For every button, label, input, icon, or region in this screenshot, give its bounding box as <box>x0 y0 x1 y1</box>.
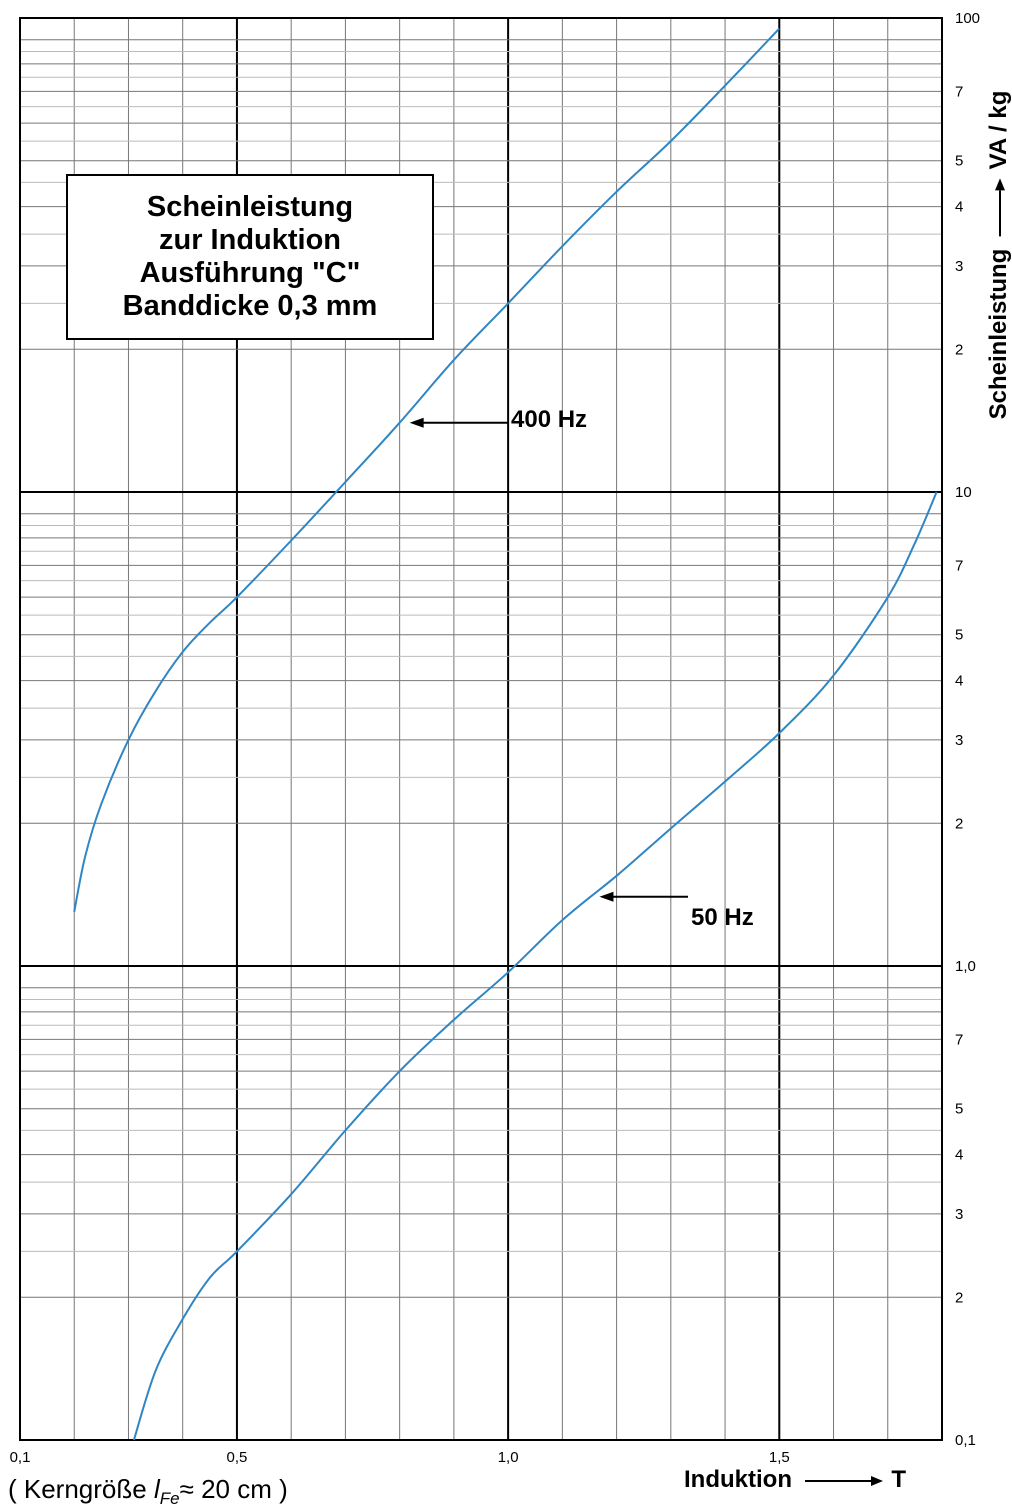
y-tick-label: 2 <box>955 1289 963 1306</box>
y-tick-label: 3 <box>955 258 963 275</box>
x-axis-arrow-icon <box>804 1475 883 1486</box>
y-tick-label: 7 <box>955 83 963 100</box>
x-tick-label: 0,5 <box>227 1449 248 1466</box>
y-tick-label: 2 <box>955 341 963 358</box>
y-axis-label: Scheinleistung VA / kg <box>985 91 1012 420</box>
arrow-400hz-icon <box>409 417 508 428</box>
y-tick-label: 7 <box>955 557 963 574</box>
arrow-50hz-icon <box>599 891 688 902</box>
y-axis-unit: VA / kg <box>985 90 1012 170</box>
note-variable: l <box>153 1474 160 1504</box>
note-subscript: Fe <box>159 1489 180 1509</box>
y-tick-label: 4 <box>955 199 963 216</box>
y-tick-label: 1,0 <box>955 958 976 975</box>
y-axis-title: Scheinleistung <box>985 248 1012 420</box>
series-label-400hz: 400 Hz <box>511 406 588 433</box>
y-tick-label: 5 <box>955 153 963 170</box>
y-tick-label: 2 <box>955 815 963 832</box>
plot-frame <box>19 17 943 1441</box>
y-tick-label: 5 <box>955 1101 963 1118</box>
y-tick-label: 4 <box>955 1147 963 1164</box>
chart-title-line: Ausführung "C" <box>139 257 361 289</box>
chart-title-line: Scheinleistung <box>146 191 354 223</box>
note-prefix: ( Kerngröße <box>8 1474 154 1504</box>
y-tick-label: 0,1 <box>955 1432 976 1449</box>
y-tick-label: 10 <box>955 484 972 501</box>
curves <box>73 27 938 1441</box>
y-tick-label: 3 <box>955 1206 963 1223</box>
x-axis-title: Induktion <box>684 1466 792 1493</box>
y-tick-label: 7 <box>955 1031 963 1048</box>
series-line-1 <box>132 491 938 1441</box>
core-size-note: ( Kerngröße lFe≈ 20 cm ) <box>8 1474 288 1509</box>
note-suffix: ≈ 20 cm ) <box>179 1474 288 1504</box>
series-line-0 <box>73 27 781 913</box>
x-tick-label: 0,1 <box>10 1449 31 1466</box>
x-tick-label: 1,0 <box>498 1449 519 1466</box>
chart-title-box: Scheinleistung zur Induktion Ausführung … <box>66 174 434 340</box>
y-tick-label: 5 <box>955 627 963 644</box>
x-axis-unit: T <box>891 1466 906 1493</box>
chart-title-line: zur Induktion <box>158 224 342 256</box>
x-tick-labels: 0,1 0,5 1,0 1,5 <box>10 1449 790 1466</box>
y-tick-label: 3 <box>955 732 963 749</box>
chart-title-line: Banddicke 0,3 mm <box>122 290 378 322</box>
x-tick-label: 1,5 <box>769 1449 790 1466</box>
y-tick-labels: 0,1 2 3 4 5 7 1,0 2 3 4 5 7 10 2 3 4 5 7 100 <box>955 10 980 1449</box>
y-tick-label: 100 <box>955 10 980 27</box>
arrow-head <box>599 891 614 902</box>
y-axis-arrow-icon <box>994 177 1005 236</box>
arrow-head <box>409 417 424 428</box>
plot-border <box>19 17 943 1441</box>
x-axis-label: Induktion T <box>684 1466 906 1494</box>
y-tick-label: 4 <box>955 673 963 690</box>
series-label-50hz: 50 Hz <box>691 904 754 931</box>
arrows <box>409 417 688 902</box>
